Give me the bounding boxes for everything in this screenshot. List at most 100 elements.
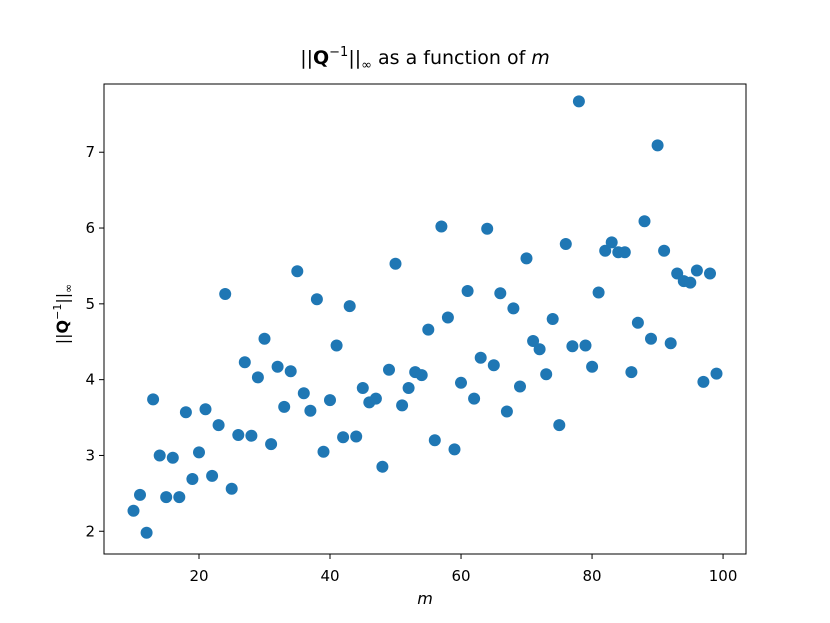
data-point — [134, 488, 146, 501]
data-point — [494, 287, 507, 300]
data-point — [193, 446, 205, 459]
data-point — [572, 95, 585, 108]
data-point — [140, 526, 153, 539]
data-point — [474, 351, 487, 364]
data-point — [645, 332, 657, 345]
data-point — [527, 335, 540, 347]
data-point — [487, 359, 500, 372]
data-point — [317, 445, 330, 458]
data-point — [258, 332, 271, 345]
y-tick-label: 3 — [85, 446, 95, 464]
data-point — [415, 369, 428, 382]
data-point — [697, 375, 710, 388]
data-point — [704, 267, 716, 280]
y-axis-label: ||Q−1||∞ — [51, 284, 75, 345]
data-point — [337, 431, 350, 444]
data-point — [579, 339, 592, 352]
data-point — [402, 382, 415, 394]
x-tick-label: 60 — [451, 567, 470, 585]
data-point — [625, 366, 638, 379]
data-point — [546, 313, 559, 325]
y-tick-label: 5 — [85, 295, 95, 313]
data-point — [566, 340, 579, 353]
data-point — [631, 316, 644, 329]
data-point — [435, 220, 448, 233]
data-point — [330, 339, 343, 352]
data-point — [468, 392, 481, 405]
data-point — [127, 504, 140, 517]
y-tick-label: 2 — [85, 522, 95, 540]
data-point — [324, 394, 336, 407]
data-point — [618, 246, 631, 259]
data-point — [291, 265, 304, 278]
data-point — [658, 244, 671, 257]
data-point — [219, 288, 232, 300]
data-point — [383, 363, 395, 376]
data-point — [710, 367, 723, 380]
data-point — [507, 302, 520, 315]
data-point — [147, 393, 160, 406]
data-point — [428, 434, 441, 447]
data-point — [586, 360, 599, 373]
data-point — [599, 244, 612, 257]
data-point — [225, 482, 238, 495]
data-point — [238, 356, 251, 369]
x-axis-label: m — [417, 589, 433, 608]
data-point — [179, 406, 192, 419]
data-points — [127, 95, 723, 539]
y-tick-label: 4 — [85, 371, 95, 389]
data-point — [553, 419, 566, 432]
data-point — [297, 387, 310, 400]
data-point — [481, 222, 494, 235]
plot-frame — [103, 83, 747, 555]
data-point — [638, 215, 651, 228]
data-point — [441, 311, 454, 324]
data-point — [278, 400, 291, 413]
x-tick-label: 100 — [709, 567, 738, 585]
data-point — [284, 365, 297, 378]
data-point — [166, 451, 179, 464]
y-tick-label: 7 — [85, 143, 95, 161]
x-tick-label: 80 — [583, 567, 602, 585]
x-tick-label: 40 — [320, 567, 339, 585]
data-point — [461, 285, 474, 297]
data-point — [540, 368, 553, 381]
data-point — [304, 404, 317, 417]
data-point — [559, 238, 572, 250]
chart-title: ||Q−1||∞ as a function of m — [300, 45, 550, 73]
data-point — [422, 323, 435, 336]
data-point — [186, 473, 199, 485]
y-tick-label: 6 — [85, 219, 95, 237]
data-point — [455, 376, 467, 389]
data-point — [310, 293, 323, 306]
data-point — [356, 382, 369, 394]
data-point — [265, 438, 278, 451]
data-point — [350, 430, 363, 443]
x-axis-ticks: 20 40 60 80 100 — [189, 554, 737, 585]
data-point — [500, 405, 513, 418]
x-tick-label: 20 — [189, 567, 208, 585]
data-point — [199, 403, 212, 416]
data-point — [369, 392, 382, 405]
data-point — [651, 139, 664, 152]
data-point — [684, 276, 697, 289]
data-point — [592, 286, 605, 299]
data-point — [206, 469, 219, 482]
data-point — [343, 300, 356, 313]
data-point — [520, 252, 533, 265]
data-point — [396, 399, 409, 412]
data-point — [664, 337, 677, 350]
data-point — [212, 419, 225, 432]
data-point — [160, 491, 173, 504]
data-point — [533, 343, 546, 356]
data-point — [245, 429, 258, 442]
data-point — [690, 264, 703, 277]
data-point — [376, 460, 389, 473]
data-point — [153, 449, 166, 462]
data-point — [251, 371, 264, 384]
data-point — [605, 236, 618, 249]
data-point — [514, 380, 526, 393]
data-point — [448, 443, 461, 456]
data-point — [271, 360, 284, 373]
